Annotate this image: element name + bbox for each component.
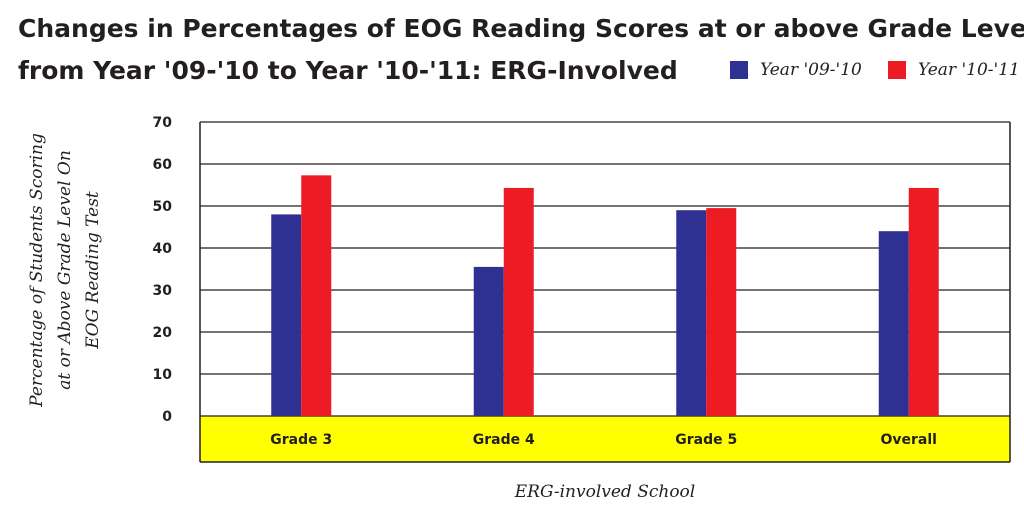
category-band <box>200 416 1010 462</box>
chart-title-line-2: from Year '09-'10 to Year '10-'11: ERG-I… <box>18 56 678 85</box>
y-tick-label-0: 0 <box>162 409 172 425</box>
y-tick-label-50: 50 <box>153 199 173 215</box>
y-tick-label-30: 30 <box>153 283 173 299</box>
x-category-label-grade-3: Grade 3 <box>270 432 332 448</box>
bar-grade-5-series-1 <box>676 210 707 416</box>
y-tick-label-70: 70 <box>153 115 173 131</box>
legend-item-series-2: Year '10-'11 <box>888 60 1020 80</box>
x-category-label-grade-5: Grade 5 <box>675 432 737 448</box>
legend-swatch-series-2 <box>888 61 906 79</box>
bar-overall-series-2 <box>908 187 939 416</box>
y-tick-label-40: 40 <box>153 241 173 257</box>
legend-label-series-1: Year '09-'10 <box>760 60 862 80</box>
chart-title-line-1: Changes in Percentages of EOG Reading Sc… <box>18 14 1024 43</box>
bar-grade-5-series-2 <box>706 208 737 416</box>
bar-grade-4-series-1 <box>473 266 504 416</box>
bar-grade-3-series-1 <box>271 214 302 416</box>
y-tick-label-60: 60 <box>153 157 173 173</box>
bar-overall-series-1 <box>878 231 909 416</box>
chart-title: Changes in Percentages of EOG Reading Sc… <box>18 8 1024 92</box>
bar-grade-3-series-2 <box>301 175 332 416</box>
y-tick-label-20: 20 <box>153 325 173 341</box>
x-category-label-grade-4: Grade 4 <box>473 432 535 448</box>
legend-swatch-series-1 <box>730 61 748 79</box>
x-axis-label: ERG-involved School <box>514 482 696 502</box>
x-category-label-overall: Overall <box>881 432 937 448</box>
legend-label-series-2: Year '10-'11 <box>918 60 1020 80</box>
legend-item-series-1: Year '09-'10 <box>730 60 862 80</box>
bar-grade-4-series-2 <box>503 187 534 416</box>
y-tick-label-10: 10 <box>153 367 173 383</box>
